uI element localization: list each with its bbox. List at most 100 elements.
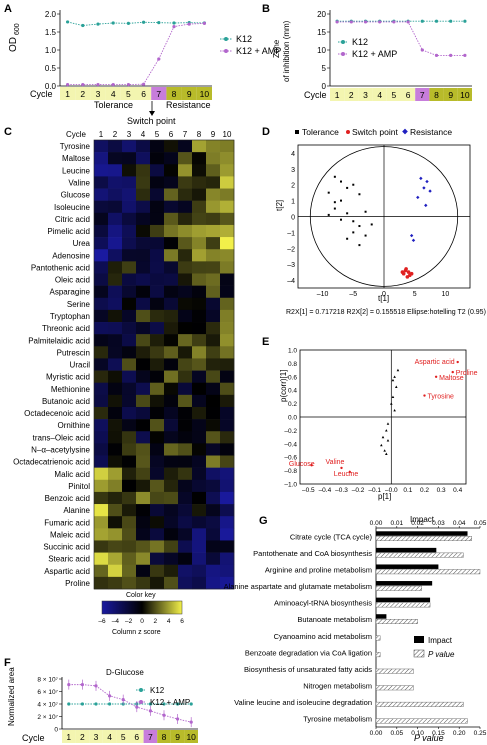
legend-k12-label: K12 (352, 37, 368, 47)
y-tick-label: 5 (322, 64, 327, 73)
cycle-band-cell (401, 88, 416, 101)
heatmap-cell (164, 528, 179, 541)
heatmap-cell (122, 237, 137, 250)
y-tick-label: 0.8 (288, 361, 297, 368)
metabolite-label: Alanine (63, 506, 90, 515)
heatmap-cell (206, 467, 221, 481)
heatmap-cell (136, 552, 151, 566)
cycle-tick-label: 6 (141, 89, 146, 99)
panel-f: F D-Glucose Normalized area 0 2 × 10⁷ 4 × … (4, 657, 198, 743)
heatmap-cell (220, 455, 235, 468)
heatmap-cell (136, 273, 151, 286)
heatmap-cell (192, 528, 207, 541)
pathway-label: Cyanoamino acid metabolism (274, 632, 372, 641)
resistance-point (422, 186, 426, 190)
pvalue-bar (375, 685, 414, 691)
x-tick-label: 5 (413, 291, 417, 298)
data-point (148, 709, 152, 713)
heatmap-cell (94, 358, 109, 371)
panel-e-ylabel: p(corr)[1] (279, 370, 288, 402)
switch-point (409, 271, 414, 276)
heatmap-cycle-label: 9 (211, 130, 216, 139)
heatmap-cell (192, 540, 207, 553)
labeled-point (434, 375, 438, 378)
tolerance-point (352, 183, 355, 186)
heatmap-cell (136, 504, 151, 517)
metabolite-annotation: Leucine (334, 471, 359, 478)
top-tick-label: 0.00 (370, 520, 383, 527)
panel-d-ylabel: t[2] (275, 200, 284, 211)
heatmap-cell (122, 406, 137, 420)
heatmap-cell (136, 382, 151, 396)
cycle-band-cell (330, 88, 345, 101)
metabolite-label: Stearic acid (48, 555, 90, 564)
heatmap-cell (122, 249, 137, 262)
tolerance-label: Tolerance (94, 100, 133, 110)
heatmap-cell (178, 152, 193, 165)
heatmap-cell (164, 322, 179, 335)
heatmap-cell (206, 552, 221, 566)
heatmap-cell (150, 479, 165, 493)
heatmap-cell (220, 370, 235, 384)
heatmap-cell (192, 516, 207, 529)
data-point (142, 82, 146, 86)
heatmap-cell (206, 358, 221, 371)
color-key-title: Color key (126, 592, 156, 599)
heatmap-cell (192, 564, 207, 578)
heatmap-cell (136, 346, 151, 359)
heatmap-cell (150, 224, 165, 238)
heatmap-cell (164, 382, 179, 396)
cycle-band-cell (105, 87, 121, 100)
heatmap-cell (192, 261, 207, 274)
heatmap-cell (178, 564, 193, 578)
heatmap-cell (94, 528, 109, 541)
loading-point (386, 439, 390, 442)
data-point (94, 702, 98, 706)
heatmap-cell (206, 140, 221, 153)
cycle-band-cell (90, 87, 106, 100)
panel-a-letter: A (4, 3, 12, 15)
heatmap-cell (206, 455, 221, 468)
heatmap-cell (122, 358, 137, 371)
cycle-band-cell (443, 88, 458, 101)
data-point (67, 683, 71, 687)
heatmap-cell (122, 297, 137, 311)
metabolite-label: Oleic acid (55, 276, 90, 285)
cycle-tick-label: 9 (448, 90, 453, 100)
heatmap-cell (206, 479, 221, 493)
heatmap-cell (164, 249, 179, 262)
data-point (406, 20, 410, 24)
heatmap-cell (192, 504, 207, 517)
heatmap-cell (94, 334, 109, 347)
x-tick-label: –0.4 (319, 487, 332, 494)
panel-a-yaxis: 0.0 0.5 1.0 1.5 2.0 (45, 10, 60, 91)
heatmap-cell (206, 322, 221, 335)
data-point (80, 683, 84, 687)
heatmap-cell (178, 382, 193, 396)
heatmap-cell (206, 406, 221, 420)
cycle-band-cell (196, 87, 212, 100)
metabolite-label: Tyrosine (60, 142, 91, 151)
heatmap-cell (164, 261, 179, 274)
cycle-tick-label: 5 (126, 89, 131, 99)
data-point (172, 25, 176, 29)
cycle-tick-label: 9 (187, 89, 192, 99)
heatmap-cell (206, 285, 221, 299)
switch-arrow-head (149, 111, 155, 116)
heatmap-cell (206, 382, 221, 396)
series-line-k12-amp (68, 684, 192, 723)
heatmap-cell (94, 200, 109, 214)
heatmap-cell (136, 164, 151, 177)
impact-bar (376, 581, 433, 586)
metabolite-label: Benzoic acid (45, 494, 90, 503)
panel-b-ylabel-1: Zone (272, 39, 281, 58)
panel-b-legend: K12 K12 + AMP (338, 37, 397, 59)
heatmap-cell (136, 188, 151, 201)
heatmap-cell (108, 346, 123, 359)
pvalue-bar (375, 718, 468, 724)
heatmap-cell (206, 576, 221, 590)
tolerance-point (333, 175, 336, 178)
heatmap-cycle-label: 6 (169, 130, 174, 139)
legend-amp-label: K12 + AMP (352, 49, 397, 59)
